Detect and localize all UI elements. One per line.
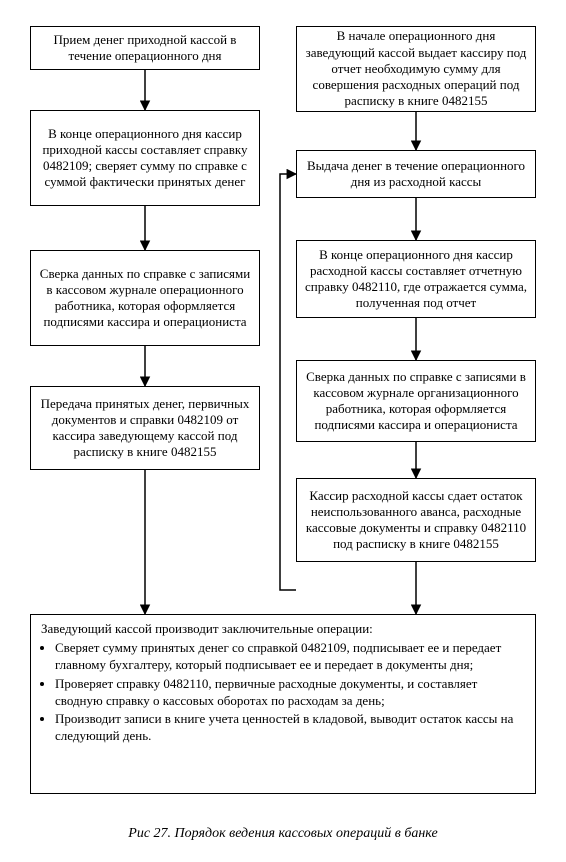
- final-bullet: Сверяет сумму принятых денег со справкой…: [55, 640, 525, 674]
- node-text: Передача принятых денег, первичных докум…: [37, 396, 253, 461]
- node-text: В конце операционного дня кассир расходн…: [303, 247, 529, 312]
- node-R1: В начале операционного дня заведующий ка…: [296, 26, 536, 112]
- node-L2: В конце операционного дня кассир приходн…: [30, 110, 260, 206]
- node-F: Заведующий кассой производит заключитель…: [30, 614, 536, 794]
- flowchart-canvas: Прием денег приходной кассой в течение о…: [0, 0, 566, 862]
- node-R3: В конце операционного дня кассир расходн…: [296, 240, 536, 318]
- node-text: Выдача денег в течение операционного дня…: [303, 158, 529, 191]
- node-R2: Выдача денег в течение операционного дня…: [296, 150, 536, 198]
- final-lead: Заведующий кассой производит заключитель…: [41, 621, 525, 638]
- node-text: В конце операционного дня кассир приходн…: [37, 126, 253, 191]
- figure-caption: Рис 27. Порядок ведения кассовых операци…: [0, 826, 566, 842]
- node-text: Сверка данных по справке с записями в ка…: [303, 369, 529, 434]
- node-text: В начале операционного дня заведующий ка…: [303, 28, 529, 109]
- node-text: Прием денег приходной кассой в течение о…: [37, 32, 253, 65]
- node-R4: Сверка данных по справке с записями в ка…: [296, 360, 536, 442]
- node-text: Сверка данных по справке с записями в ка…: [37, 266, 253, 331]
- node-R5: Кассир расходной кассы сдает остаток неи…: [296, 478, 536, 562]
- final-list: Сверяет сумму принятых денег со справкой…: [55, 640, 525, 745]
- final-bullet: Проверяет справку 0482110, первичные рас…: [55, 676, 525, 710]
- final-bullet: Производит записи в книге учета ценносте…: [55, 711, 525, 745]
- node-L3: Сверка данных по справке с записями в ка…: [30, 250, 260, 346]
- node-L4: Передача принятых денег, первичных докум…: [30, 386, 260, 470]
- node-text: Кассир расходной кассы сдает остаток неи…: [303, 488, 529, 553]
- node-L1: Прием денег приходной кассой в течение о…: [30, 26, 260, 70]
